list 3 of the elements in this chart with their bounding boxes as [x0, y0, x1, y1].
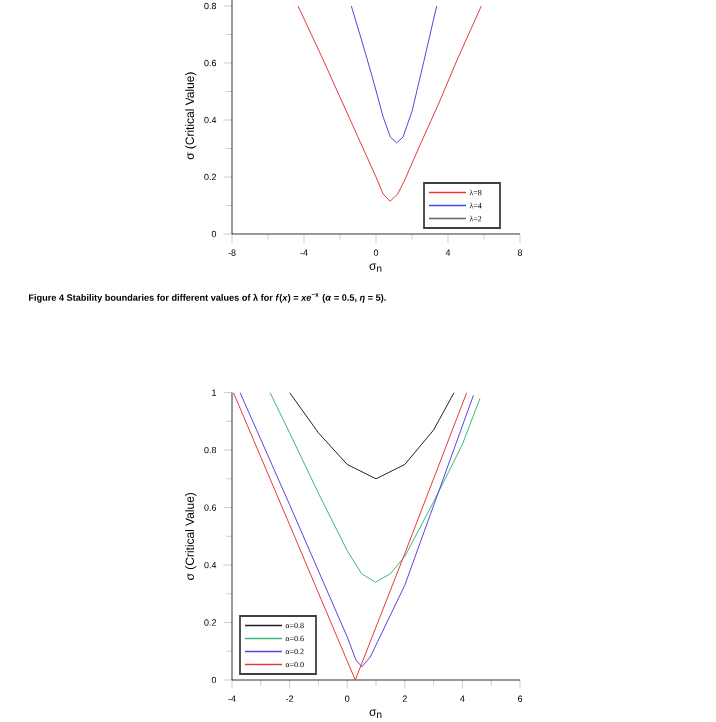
line-series	[269, 392, 481, 583]
line-series	[350, 5, 438, 144]
line-series	[289, 392, 455, 480]
